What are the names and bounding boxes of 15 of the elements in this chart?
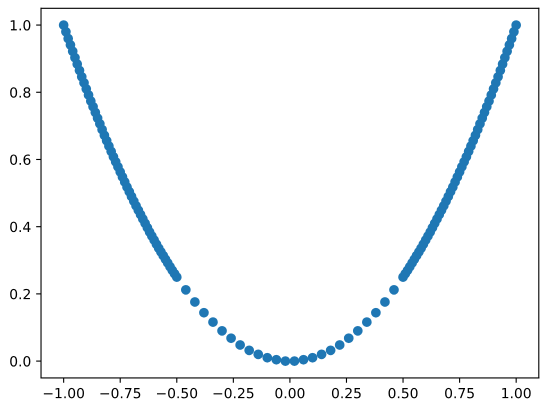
x-tick-label: 0.00 [275, 388, 304, 398]
x-tick-label: −1.00 [44, 388, 84, 398]
y-tick-label: 0.8 [10, 87, 30, 98]
y-tick-label: 0.0 [10, 356, 30, 367]
x-tick-label: −0.75 [100, 388, 140, 398]
x-tick-label: 1.00 [502, 388, 531, 398]
x-tick-label: 0.25 [332, 388, 361, 398]
x-tick-label: 0.75 [445, 388, 474, 398]
y-tick-label: 0.6 [10, 154, 30, 165]
y-tick-label: 0.2 [10, 288, 30, 300]
x-tick-label: −0.50 [156, 388, 198, 398]
y-tick-label: 1.0 [10, 20, 30, 31]
y-tick-label: 0.4 [10, 222, 31, 232]
x-tick-label: −0.25 [214, 388, 254, 398]
x-tick-label: 0.50 [388, 388, 418, 398]
